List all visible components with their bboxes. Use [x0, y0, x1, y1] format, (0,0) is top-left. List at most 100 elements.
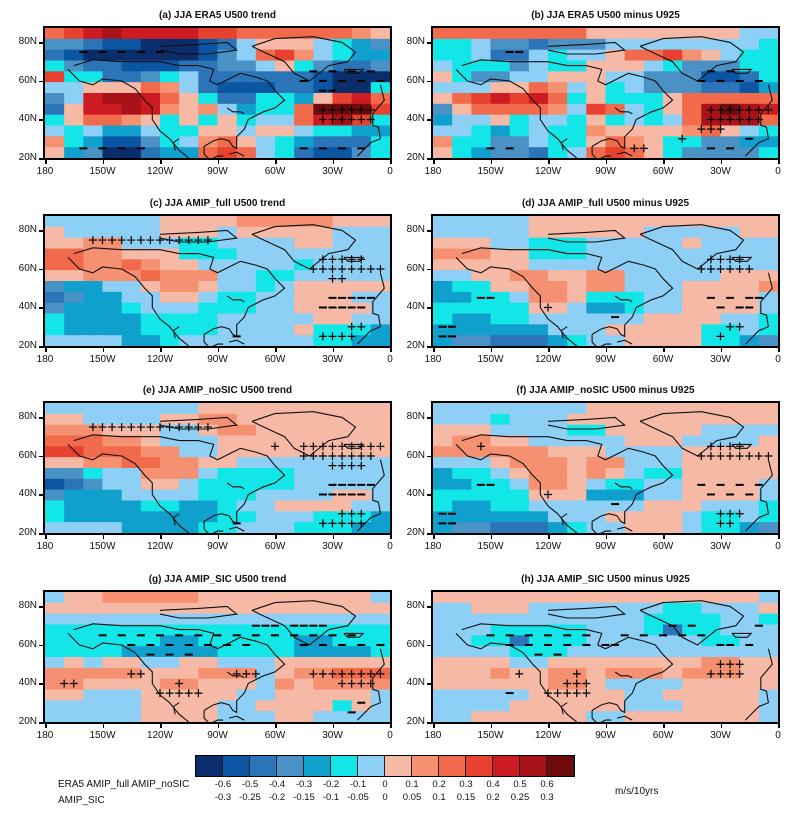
grid-cell — [452, 511, 472, 523]
grid-cell — [179, 324, 199, 336]
grid-cell — [586, 248, 607, 260]
grid-cell — [433, 302, 453, 315]
grid-cell — [217, 657, 238, 669]
grid-cell — [313, 613, 334, 626]
grid-cell — [567, 635, 587, 647]
coastline — [745, 84, 773, 157]
grid-cell — [351, 313, 372, 325]
grid-cell — [433, 248, 453, 260]
grid-cell — [140, 478, 161, 491]
grid-cell — [490, 216, 511, 228]
grid-cell — [294, 270, 314, 282]
colorbar-label-row2: -0.15 — [293, 792, 315, 803]
grid-cell — [701, 216, 722, 228]
y-tick-label: 40N — [18, 677, 37, 689]
significance-plus-marker — [165, 689, 174, 698]
grid-cell — [682, 270, 702, 282]
coastline — [228, 526, 245, 532]
grid-cell — [160, 302, 180, 315]
grid-cell — [452, 478, 472, 491]
grid-cell — [758, 114, 778, 127]
significance-plus-marker — [117, 236, 126, 245]
grid-cell — [160, 335, 180, 346]
grid-cell — [586, 237, 607, 250]
grid-cell — [275, 522, 295, 533]
grid-cell — [83, 468, 104, 480]
grid-cell — [294, 468, 314, 480]
grid-cell — [236, 468, 257, 480]
grid-cell — [140, 71, 161, 83]
x-tick-mark — [605, 348, 607, 352]
grid-cell — [313, 335, 334, 346]
grid-cell — [45, 281, 65, 293]
grid-cell — [313, 602, 334, 615]
panel-title-b: (b) JJA ERA5 U500 minus U925 — [531, 10, 680, 21]
significance-plus-marker — [309, 264, 318, 273]
grid-cell — [102, 270, 123, 282]
grid-cell — [294, 711, 314, 722]
grid-cell — [370, 125, 390, 137]
x-tick-label: 0 — [387, 166, 393, 177]
significance-plus-marker — [175, 689, 184, 698]
grid-cell — [102, 592, 123, 604]
grid-cell — [332, 147, 353, 158]
grid-cell — [275, 259, 295, 271]
grid-cell — [548, 291, 568, 304]
grid-cell — [720, 136, 741, 148]
grid-cell — [121, 500, 142, 512]
grid-cell — [624, 82, 645, 94]
significance-plus-marker — [357, 669, 366, 678]
significance-plus-marker — [338, 332, 347, 341]
grid-cell — [45, 49, 65, 62]
grid-cell — [490, 678, 511, 691]
coastline — [461, 623, 674, 714]
grid-cell — [255, 313, 276, 325]
grid-cell — [586, 500, 607, 512]
grid-cell — [605, 689, 626, 701]
grid-cell — [332, 613, 353, 626]
grid-cell — [351, 592, 372, 604]
grid-cell — [275, 424, 295, 437]
coastline — [203, 334, 224, 346]
grid-cell — [663, 114, 683, 127]
grid-cell — [758, 403, 778, 415]
grid-cell — [45, 60, 65, 72]
grid-cell — [528, 335, 549, 346]
grid-cell — [275, 711, 295, 722]
significance-plus-marker — [716, 105, 725, 114]
grid-cell — [102, 60, 123, 72]
significance-plus-marker — [347, 451, 356, 460]
grid-cell — [433, 711, 453, 722]
grid-cell — [586, 71, 607, 83]
grid-cell — [140, 38, 161, 51]
coastline — [343, 256, 365, 262]
coastline — [731, 443, 753, 449]
y-tick-label: 60N — [406, 74, 425, 86]
grid-cell — [140, 226, 161, 239]
grid-cell — [567, 624, 587, 636]
significance-plus-marker — [175, 236, 184, 245]
grid-cell — [509, 125, 530, 137]
grid-cell — [83, 667, 104, 680]
grid-cell — [509, 302, 530, 315]
significance-plus-marker — [754, 451, 763, 460]
grid-cell — [528, 678, 549, 691]
grid-cell — [217, 270, 238, 282]
grid-cell — [528, 125, 549, 137]
coastline — [461, 434, 674, 525]
grid-cell — [433, 93, 453, 105]
grid-cell — [45, 103, 65, 116]
x-tick-mark — [160, 724, 162, 728]
significance-plus-marker — [357, 255, 366, 264]
grid-cell — [217, 667, 238, 680]
colorbar-row1-name: ERA5 AMIP_full AMIP_noSIC — [58, 779, 190, 790]
grid-cell — [275, 103, 295, 116]
coastline — [591, 146, 612, 158]
grid-cell — [643, 511, 664, 523]
grid-cell — [548, 28, 568, 40]
grid-cell — [433, 270, 453, 282]
y-tick-mark — [427, 683, 431, 685]
grid-cell — [490, 136, 511, 148]
grid-cell — [64, 93, 84, 105]
y-tick-mark — [39, 230, 43, 232]
